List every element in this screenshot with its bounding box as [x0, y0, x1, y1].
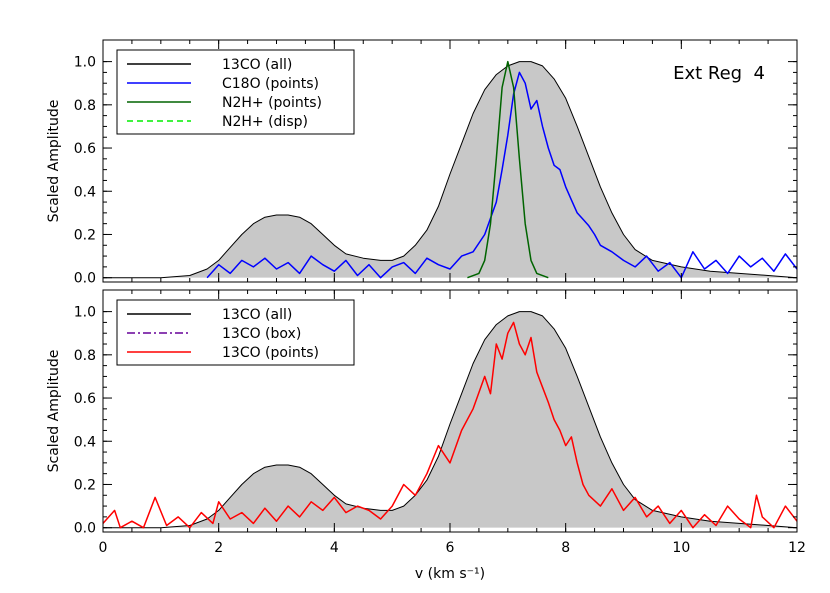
series-line-13co-points — [102, 321, 798, 529]
bottom-series-group — [102, 311, 798, 529]
y-tick-label: 0.2 — [74, 477, 96, 493]
y-tick-label: 0.0 — [74, 271, 96, 287]
top-legend: 13CO (all) C18O (points) N2H+ (points) N2H+… — [116, 49, 355, 135]
y-tick-label: 0.2 — [74, 227, 96, 243]
y-tick-label: 1.0 — [74, 305, 96, 321]
series-line-13co-all — [103, 61, 798, 279]
bottom-ticks: 0.0 0.2 0.4 0.6 0.8 1.0 0 2 4 6 8 10 12 — [74, 290, 806, 556]
x-tick-label: 2 — [214, 540, 223, 556]
top-panel: 0.0 0.2 0.4 0.6 0.8 1.0 Ext Reg 4 13CO (all) C… — [46, 39, 798, 287]
y-tick-label: 0.0 — [74, 521, 96, 537]
bottom-panel: 0.00.20.40.60.81.00 2 4 6 8 10 12 13CO (all)13… — [46, 289, 806, 582]
bottom-y-axis-label: Scaled Amplitude — [46, 350, 62, 473]
x-tick-label: 10 — [672, 540, 690, 556]
x-tick-label: 6 — [446, 540, 455, 556]
series-fill-13co-all — [103, 61, 797, 278]
legend-label: 13CO (all) — [222, 307, 292, 323]
legend-label: N2H+ (points) — [222, 95, 322, 111]
y-tick-label: 0.4 — [74, 434, 96, 450]
legend-label: 13CO (box) — [222, 326, 301, 342]
top-y-axis-label: Scaled Amplitude — [46, 100, 62, 223]
y-tick-label: 0.8 — [74, 98, 96, 114]
legend-label: C18O (points) — [222, 76, 319, 92]
series-line-13co-all — [103, 311, 798, 529]
x-tick-label: 12 — [788, 540, 806, 556]
y-tick-label: 1.0 — [74, 55, 96, 71]
y-tick-label: 0.6 — [74, 141, 96, 157]
legend-label: N2H+ (disp) — [222, 114, 308, 130]
series-line-n2h-points — [467, 60, 549, 279]
legend-label: 13CO (points) — [222, 345, 319, 361]
y-tick-label: 0.8 — [74, 348, 96, 364]
x-tick-label: 0 — [99, 540, 108, 556]
x-axis-label: v (km s⁻¹) — [415, 566, 485, 582]
top-ticks: 0.0 0.2 0.4 0.6 0.8 1.0 — [74, 40, 798, 287]
bottom-legend: 13CO (all) 13CO (box) 13CO (points) — [116, 299, 355, 366]
series-fill-13co-all — [103, 311, 797, 528]
legend-box — [116, 299, 355, 366]
region-annotation: Ext Reg 4 — [673, 63, 765, 84]
x-tick-label: 4 — [330, 540, 339, 556]
legend-label: 13CO (all) — [222, 57, 292, 73]
y-tick-label: 0.4 — [74, 184, 96, 200]
x-tick-label: 8 — [561, 540, 570, 556]
y-tick-label: 0.6 — [74, 391, 96, 407]
